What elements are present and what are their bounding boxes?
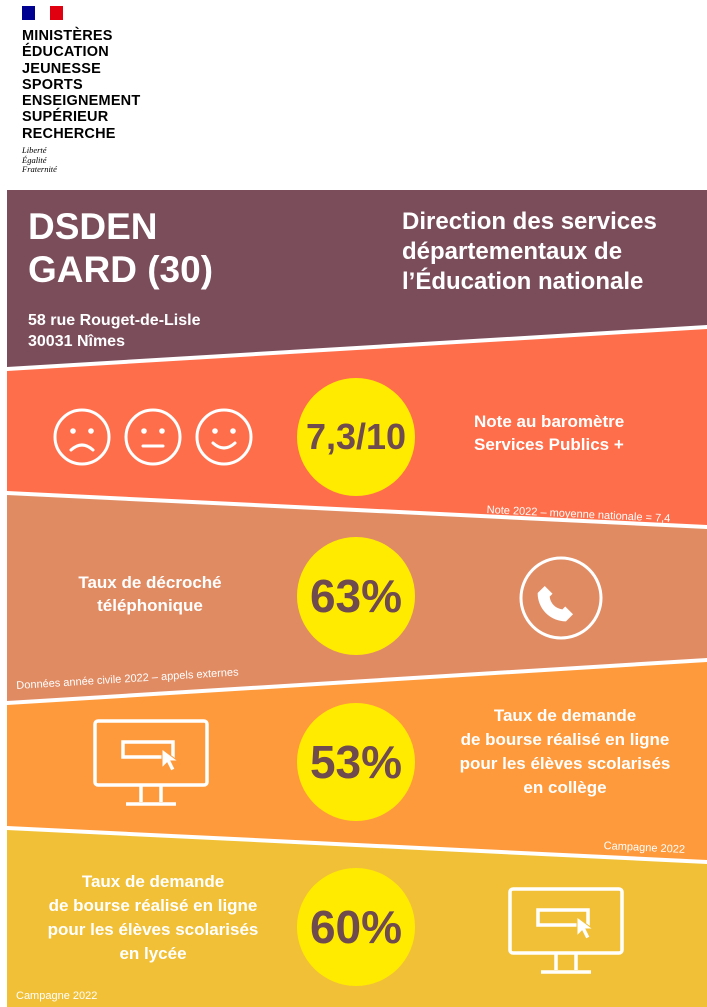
french-flag-icon — [22, 6, 63, 20]
label-line: en lycée — [119, 944, 187, 963]
motto-line: Égalité — [22, 154, 47, 165]
motto-line: Fraternité — [22, 164, 57, 174]
phone-rate-badge: 63% — [297, 537, 415, 655]
lycee-rate-badge: 60% — [297, 868, 415, 986]
label-line: pour les élèves scolarisés — [47, 920, 259, 939]
ministry-name-line: ÉDUCATION — [22, 44, 109, 61]
happy-face-icon — [195, 408, 253, 466]
barometer-label: Note au baromètre Services Publics + — [474, 410, 624, 456]
title-line: GARD (30) — [28, 249, 214, 290]
barometer-score: 7,3/10 — [305, 416, 407, 457]
sad-face-icon — [53, 408, 111, 466]
label-line: Services Publics + — [474, 435, 624, 454]
republic-motto: Liberté Égalité Fraternité — [22, 145, 57, 175]
subtitle-line: départementaux de — [402, 238, 623, 265]
barometer-score-badge: 7,3/10 — [297, 378, 415, 496]
label-line: pour les élèves scolarisés — [459, 754, 671, 773]
header-subtitle: Direction des services départementaux de… — [402, 207, 657, 297]
address-line: 30031 Nîmes — [28, 333, 125, 350]
phone-rate-value: 63% — [309, 570, 403, 622]
computer-monitor-icon — [508, 887, 624, 974]
label-line: Taux de demande — [493, 706, 637, 725]
ministry-name-line: ENSEIGNEMENT — [22, 93, 141, 110]
motto-line: Liberté — [22, 145, 47, 155]
header-title: DSDEN GARD (30) — [28, 205, 213, 291]
label-line: Note au baromètre — [474, 412, 625, 431]
college-rate-badge: 53% — [297, 703, 415, 821]
ministry-logo: MINISTÈRES ÉDUCATION JEUNESSE SPORTS ENS… — [22, 6, 222, 181]
college-rate-value: 53% — [309, 736, 403, 788]
ministry-name-line: MINISTÈRES — [22, 28, 113, 44]
label-line: téléphonique — [97, 596, 203, 615]
college-rate-label: Taux de demande de bourse réalisé en lig… — [432, 704, 698, 800]
ministry-name-line: RECHERCHE — [22, 125, 116, 142]
label-line: de bourse réalisé en ligne — [48, 896, 258, 915]
label-line: en collège — [523, 778, 607, 797]
neutral-face-icon — [124, 408, 182, 466]
phone-icon — [519, 556, 603, 640]
ministry-name-line: SUPÉRIEUR — [22, 109, 109, 126]
subtitle-line: l’Éducation nationale — [402, 268, 644, 295]
address-line: 58 rue Rouget-de-Lisle — [28, 312, 201, 329]
subtitle-line: Direction des services — [402, 208, 657, 235]
label-line: Taux de demande — [81, 872, 225, 891]
ministry-names: MINISTÈRES ÉDUCATION JEUNESSE SPORTS ENS… — [22, 28, 140, 142]
lycee-rate-label: Taux de demande de bourse réalisé en lig… — [20, 870, 286, 966]
header-band — [7, 190, 707, 367]
label-line: Taux de décroché — [78, 573, 222, 592]
phone-rate-label: Taux de décroché téléphonique — [45, 571, 255, 617]
header-address: 58 rue Rouget-de-Lisle 30031 Nîmes — [28, 310, 200, 352]
lycee-rate-note: Campagne 2022 — [16, 990, 98, 1002]
title-line: DSDEN — [28, 206, 158, 247]
computer-monitor-icon — [93, 719, 209, 806]
label-line: de bourse réalisé en ligne — [460, 730, 670, 749]
ministry-name-line: JEUNESSE — [22, 60, 101, 77]
ministry-name-line: SPORTS — [22, 76, 83, 93]
lycee-rate-value: 60% — [309, 901, 403, 953]
